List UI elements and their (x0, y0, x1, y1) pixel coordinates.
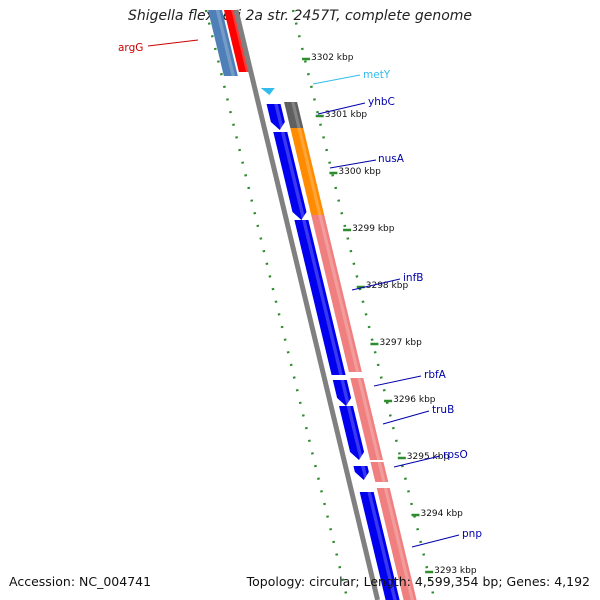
tick-label: 3299 kbp (352, 224, 395, 234)
gene-label-rbfa: rbfA (424, 369, 447, 381)
tick-label: 3302 kbp (311, 53, 354, 63)
tick-dot-line-1 (291, 9, 436, 600)
feature-gray (284, 102, 304, 128)
tick-label: 3298 kbp (366, 281, 409, 291)
feature-infB (294, 220, 346, 375)
feature-orange (290, 128, 325, 215)
feature-truB (339, 406, 365, 460)
tick-label: 3297 kbp (379, 338, 422, 348)
feature-pink-2 (350, 378, 383, 460)
gene-label-trub: truB (432, 404, 454, 416)
gene-label-nusa: nusA (378, 153, 405, 165)
feature-pink-1 (311, 215, 362, 372)
gene-labels: argG metY yhbC nusA infB rbfA truB rpsO pnp (118, 39, 482, 548)
accession-text: Accession: NC_004741 (9, 574, 152, 589)
tick-label: 3295 kbp (407, 452, 450, 462)
feature-steel-block (208, 10, 238, 76)
tick-label: 3294 kbp (420, 509, 463, 519)
tick-label: 3296 kbp (393, 395, 436, 405)
feature-yhbC (266, 104, 285, 130)
tick-label: 3301 kbp (325, 110, 368, 120)
gene-features (208, 10, 417, 600)
feature-rpsO (353, 466, 369, 480)
feature-pink-3 (370, 462, 389, 482)
gene-label-pnp: pnp (462, 528, 482, 540)
feature-pnp (359, 492, 400, 600)
feature-nusA (273, 132, 307, 220)
gene-label-infb: infB (403, 272, 423, 284)
feature-pink-4 (376, 488, 417, 600)
feature-metY (260, 88, 275, 95)
gene-label-yhbc: yhbC (368, 96, 395, 108)
feature-rbfA (332, 380, 352, 406)
gene-label-rpso: rpsO (443, 449, 468, 461)
gene-label-argg: argG (118, 42, 143, 54)
tick-label: 3300 kbp (338, 167, 381, 177)
gene-label-mety: metY (363, 69, 391, 81)
genome-summary-text: Topology: circular; Length: 4,599,354 bp… (246, 574, 590, 589)
tick-label: 3293 kbp (434, 566, 477, 576)
genome-backbone (233, 9, 381, 600)
kbp-ticks: 3302 kbp 3301 kbp 3300 kbp 3299 kbp 3298 kbp… (302, 53, 477, 576)
